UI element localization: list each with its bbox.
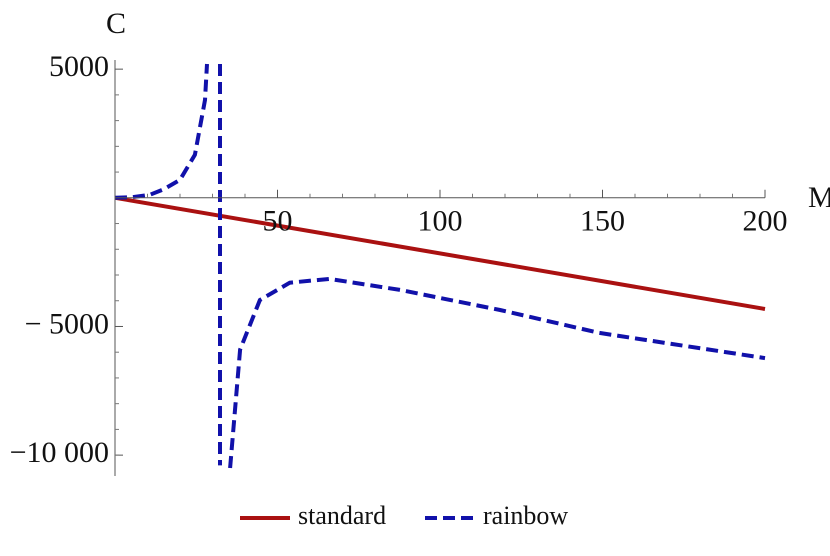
x-tick-label: 150	[580, 205, 625, 238]
x-axis-label: M	[808, 181, 830, 214]
x-tick-label: 100	[418, 205, 463, 238]
y-axis-label: C	[106, 7, 126, 40]
series-line	[114, 63, 766, 469]
series-line	[114, 195, 766, 311]
y-tick-label: − 5000	[25, 307, 109, 340]
y-tick-label: −10 000	[10, 436, 109, 469]
x-tick-label: 200	[743, 205, 788, 238]
legend-label: rainbow	[483, 501, 568, 530]
x-tick-label: 50	[263, 205, 293, 238]
y-tick-label: 5000	[49, 50, 109, 83]
legend-label: standard	[298, 501, 386, 530]
